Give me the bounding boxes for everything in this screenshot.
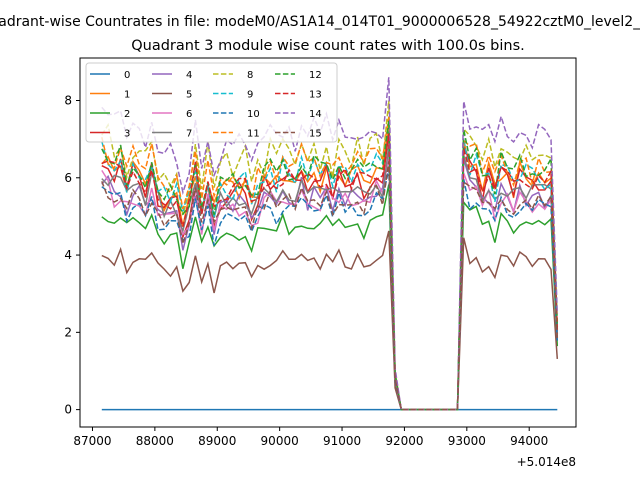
x-axis: 87000 88000 89000 90000 91000 92000 93000 94000	[73, 427, 548, 448]
legend-label-13: 13	[309, 90, 322, 101]
x-offset-label: +5.014e8	[517, 455, 576, 469]
x-tick-label: 91000	[323, 434, 361, 448]
x-tick-label: 89000	[198, 434, 236, 448]
series-line-2	[101, 184, 559, 411]
x-tick-label: 93000	[448, 434, 486, 448]
series-line-6	[101, 156, 559, 411]
x-tick-label: 90000	[261, 434, 299, 448]
x-tick-label: 87000	[73, 434, 111, 448]
y-tick-label: 4	[64, 248, 72, 262]
legend-label-6: 6	[186, 109, 192, 120]
legend-label-2: 2	[124, 109, 130, 120]
series-line-5	[101, 230, 559, 411]
series-layer	[101, 77, 559, 411]
legend-label-14: 14	[309, 109, 322, 120]
legend-box	[85, 62, 338, 143]
y-tick-label: 0	[64, 403, 72, 417]
series-line-13	[101, 133, 559, 411]
series-line-12	[101, 120, 559, 411]
legend-label-8: 8	[247, 70, 253, 81]
y-tick-label: 2	[64, 325, 72, 339]
series-line-14	[101, 77, 559, 411]
series-line-15	[101, 161, 559, 411]
y-tick-label: 6	[64, 171, 72, 185]
chart-title: Quadrant 3 module wise count rates with …	[131, 38, 525, 54]
legend-label-9: 9	[247, 90, 253, 101]
legend-label-0: 0	[124, 70, 130, 81]
series-line-11	[101, 116, 559, 411]
legend-label-15: 15	[309, 129, 322, 140]
legend-label-5: 5	[186, 90, 192, 101]
x-tick-label: 88000	[136, 434, 174, 448]
y-axis: 0 2 4 6 8	[64, 94, 80, 417]
x-tick-label: 92000	[385, 434, 423, 448]
legend-label-10: 10	[247, 109, 260, 120]
legend-label-11: 11	[247, 129, 260, 140]
x-tick-label: 94000	[510, 434, 548, 448]
legend-label-12: 12	[309, 70, 322, 81]
y-tick-label: 8	[64, 94, 72, 108]
legend-label-1: 1	[124, 90, 130, 101]
figure-suptitle: Plot of CZTI Quadrant-wise Countrates in…	[0, 14, 640, 30]
series-line-8	[101, 100, 559, 411]
legend-label-3: 3	[124, 129, 130, 140]
plot-frame	[79, 57, 577, 428]
legend-label-7: 7	[186, 129, 192, 140]
legend-label-4: 4	[186, 70, 192, 81]
